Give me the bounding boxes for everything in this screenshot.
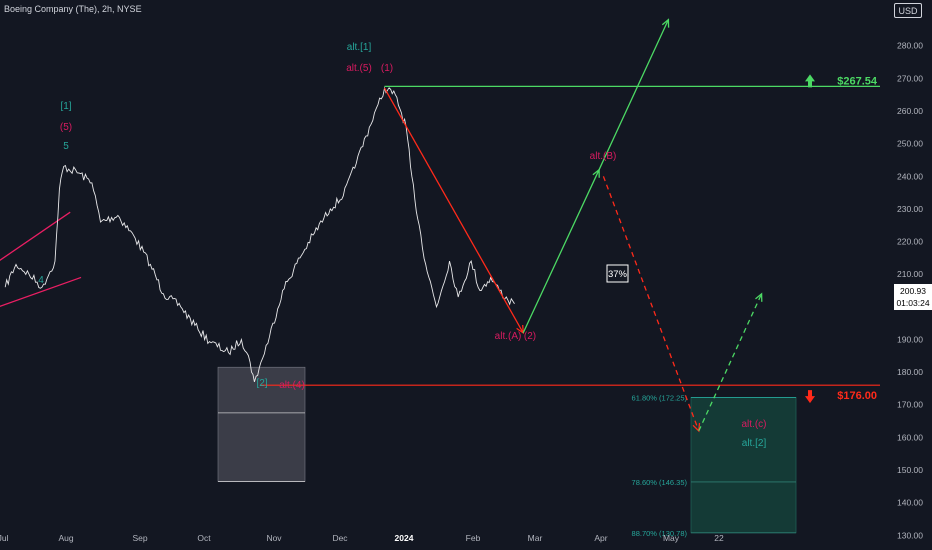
- wave-label: alt.(4): [279, 380, 305, 391]
- y-tick-label: 130.00: [897, 530, 923, 540]
- x-tick-label: Sep: [132, 533, 147, 543]
- y-tick-label: 140.00: [897, 498, 923, 508]
- wave-projections: [383, 18, 763, 433]
- y-tick-label: 150.00: [897, 465, 923, 475]
- wave-label: [2]: [256, 378, 267, 389]
- bar-countdown: 01:03:24: [896, 298, 930, 308]
- wave-label: alt.(5): [346, 63, 372, 74]
- bull-alt-projection: [698, 293, 763, 432]
- price-line: [4, 86, 515, 383]
- wave-label: (2): [524, 331, 536, 342]
- wave-label: alt.(A): [495, 331, 522, 342]
- x-tick-label: Mar: [528, 533, 543, 543]
- wave-label: alt.(B): [590, 151, 617, 162]
- arrow-up-icon: [805, 74, 815, 88]
- y-tick-label: 190.00: [897, 334, 923, 344]
- wave-label: 5: [63, 141, 69, 152]
- x-tick-label: 2024: [395, 533, 414, 543]
- x-tick-label: Nov: [266, 533, 282, 543]
- zone-boxes: 61.80% (172.25) 78.60% (146.35) 88.70% (13…: [217, 366, 797, 538]
- bear-alt-projection: [602, 176, 700, 432]
- y-tick-label: 160.00: [897, 432, 923, 442]
- y-tick-label: 250.00: [897, 139, 923, 149]
- probability-box: [606, 264, 629, 283]
- bull-projection-mid-arrowhead: [592, 168, 600, 178]
- channel-line: [0, 211, 71, 262]
- bull-alt-projection-arrowhead: [755, 292, 763, 302]
- bull-projection: [522, 19, 669, 334]
- x-tick-label: May: [663, 533, 680, 543]
- x-tick-label: Oct: [197, 533, 211, 543]
- y-tick-label: 210.00: [897, 269, 923, 279]
- x-tick-label: Feb: [466, 533, 481, 543]
- bear-projection: [383, 87, 524, 334]
- resistance-label: $267.54: [837, 75, 878, 87]
- y-tick-label: 170.00: [897, 400, 923, 410]
- bull-projection-arrowhead: [661, 18, 670, 28]
- wave-label: (5): [60, 122, 72, 133]
- x-tick-label: Dec: [332, 533, 348, 543]
- price-series: [4, 86, 515, 383]
- x-tick-label: Apr: [594, 533, 607, 543]
- y-tick-label: 240.00: [897, 171, 923, 181]
- grey-zone-box: [217, 366, 306, 482]
- wave-label: alt.[1]: [347, 42, 372, 53]
- wave-label: (1): [381, 63, 393, 74]
- support-label: $176.00: [837, 390, 877, 402]
- channel-lines: [0, 211, 82, 308]
- y-tick-label: 280.00: [897, 41, 923, 51]
- wave-label: [1]: [60, 101, 71, 112]
- probability-label: 37%: [608, 269, 628, 280]
- wave-label: alt.(c): [742, 419, 767, 430]
- currency-button[interactable]: USD: [894, 3, 922, 18]
- y-tick-label: 270.00: [897, 73, 923, 83]
- x-tick-label: 22: [714, 533, 724, 543]
- wave-labels: [1] (5) 5 4 alt.[1] alt.(5) (1) [2] alt.(4) alt.(…: [38, 42, 766, 449]
- wave-label: 4: [38, 275, 44, 286]
- y-tick-label: 180.00: [897, 367, 923, 377]
- fib-label: 61.80% (172.25): [632, 393, 688, 402]
- arrow-down-icon: [805, 390, 815, 404]
- last-price-tag: 200.93 01:03:24: [894, 284, 932, 310]
- price-levels: $267.54 $176.00: [260, 74, 880, 404]
- target-zone-box: [690, 397, 797, 534]
- chart-title: Boeing Company (The), 2h, NYSE: [4, 4, 142, 14]
- fib-label: 88.70% (130.78): [632, 529, 688, 538]
- y-tick-label: 220.00: [897, 237, 923, 247]
- y-tick-label: 260.00: [897, 106, 923, 116]
- y-tick-label: 230.00: [897, 204, 923, 214]
- x-tick-label: Aug: [58, 533, 73, 543]
- last-price: 200.93: [900, 286, 926, 296]
- x-tick-label: Jul: [0, 533, 9, 543]
- channel-line: [0, 276, 82, 308]
- wave-label: alt.[2]: [742, 438, 767, 449]
- fib-label: 78.60% (146.35): [632, 478, 688, 487]
